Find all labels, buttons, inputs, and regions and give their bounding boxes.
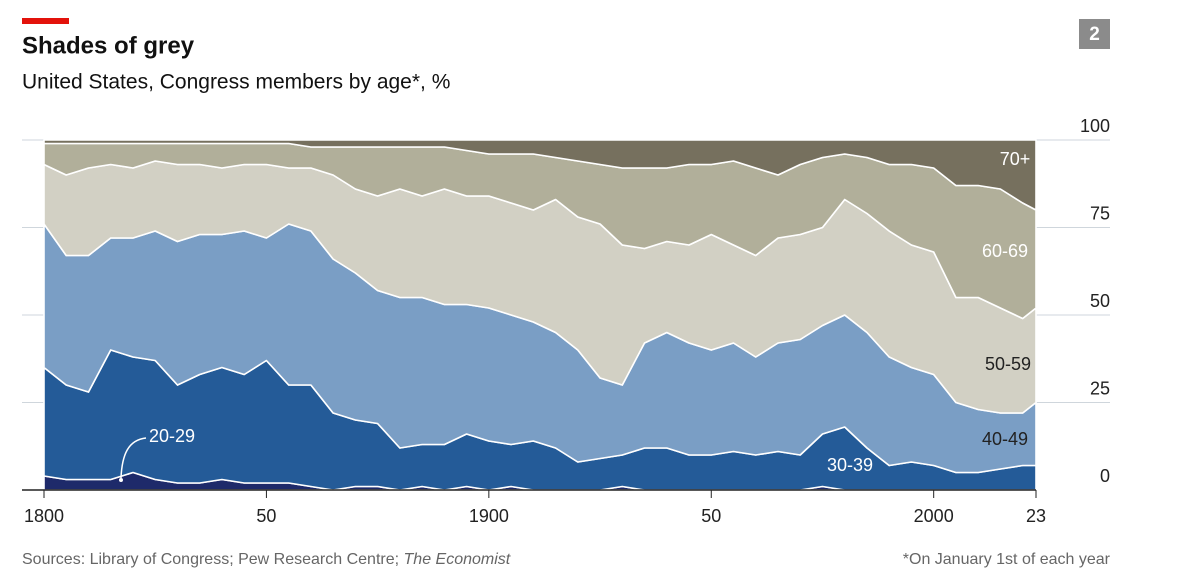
badge: 2 [1089,24,1100,45]
area [43,139,1037,211]
series-label: 50-59 [985,354,1031,374]
source-italic: The Economist [404,551,511,568]
badge-box [1079,19,1110,49]
series-label: 40-49 [982,429,1028,449]
chart-subtitle: United States, Congress members by age*,… [22,71,450,94]
chart-title: Shades of grey [22,32,195,59]
x-tick-label: 23 [1026,506,1046,526]
annotation-dot [119,478,123,482]
y-tick-label: 50 [1090,291,1110,311]
series-label: 70+ [1000,149,1031,169]
y-tick-label: 0 [1100,466,1110,486]
x-tick-label: 1900 [469,506,509,526]
series-label: 30-39 [827,455,873,475]
source-text: Sources: Library of Congress; Pew Resear… [22,551,399,568]
red-bar [22,18,69,24]
x-tick-label: 50 [701,506,721,526]
series-label: 20-29 [149,426,195,446]
source: Sources: Library of Congress; Pew Resear… [22,551,511,568]
annotation-line [120,437,147,479]
x-tick-label: 50 [256,506,276,526]
series-label: 60-69 [982,241,1028,261]
note: *On January 1st of each year [903,551,1111,568]
y-tick-label: 25 [1090,378,1110,398]
x-tick-label: 2000 [914,506,954,526]
y-tick-label: 75 [1090,203,1110,223]
y-tick-label: 100 [1080,116,1110,136]
x-tick-label: 1800 [24,506,64,526]
